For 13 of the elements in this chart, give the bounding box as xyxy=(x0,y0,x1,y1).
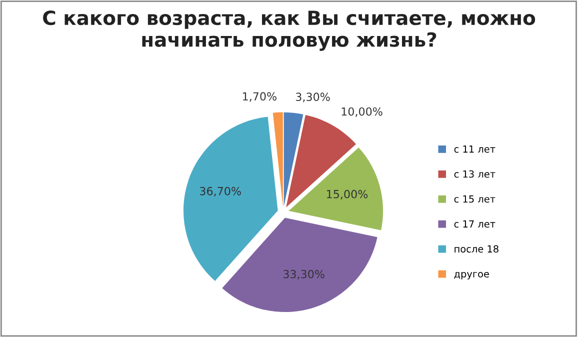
chart-title: С какого возраста, как Вы считаете, можно начинать половую жизнь? xyxy=(43,10,536,51)
data-label: 15,00% xyxy=(327,190,368,200)
legend-label: с 11 лет xyxy=(454,145,496,153)
legend-label: после 18 xyxy=(454,245,498,253)
data-label: 10,00% xyxy=(342,107,382,117)
data-label: 1,70% xyxy=(243,92,276,102)
legend-label: с 17 лет xyxy=(454,220,496,228)
legend-label: с 15 лет xyxy=(454,195,496,203)
data-label: 3,30% xyxy=(296,92,330,102)
data-label: 33,30% xyxy=(283,270,324,280)
data-label: 36,70% xyxy=(200,186,241,196)
legend-label: другое xyxy=(454,272,489,280)
legend-label: с 13 лет xyxy=(454,170,496,178)
